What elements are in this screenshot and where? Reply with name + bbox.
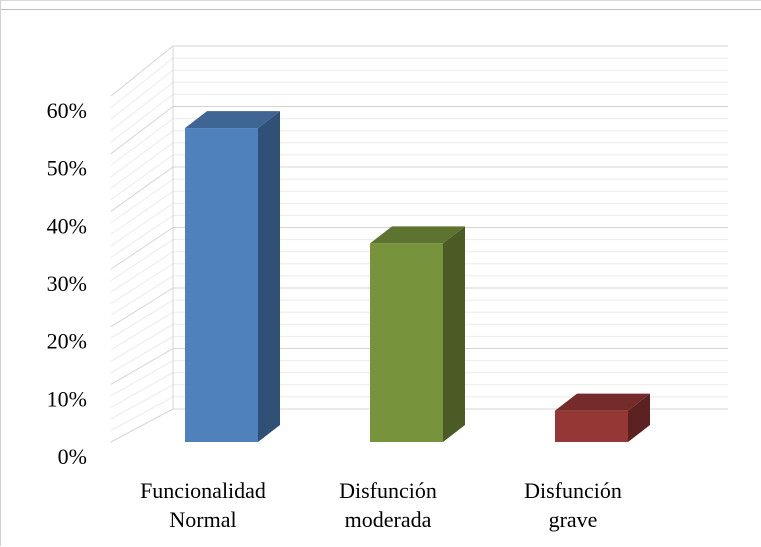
gridline-side (110, 311, 174, 351)
bar-top (185, 111, 280, 129)
gridline-side (110, 69, 174, 120)
x-category-label: Funcionalidad Normal (140, 478, 266, 532)
gridline-side (110, 396, 174, 431)
gridline-side (110, 275, 174, 316)
gridline-side (110, 202, 174, 247)
y-tick-label: 50% (47, 156, 87, 181)
gridline-side (110, 130, 174, 178)
gridline-side (110, 142, 174, 189)
gridline-side (110, 323, 174, 362)
gridline-side (110, 190, 174, 235)
bar-3 (555, 393, 650, 442)
gridline-side (110, 118, 174, 166)
bar-side (628, 393, 650, 442)
y-axis-ticks: 0% 10% 20% 30% 40% 50% 60% (47, 98, 87, 469)
gridline-side (110, 239, 174, 281)
y-tick-label: 40% (47, 213, 87, 238)
y-tick-label: 60% (47, 98, 87, 123)
bar-front (370, 243, 443, 442)
gridline-side (110, 227, 174, 270)
bar-top (370, 226, 465, 244)
gridline-side (110, 384, 174, 420)
bar-front (555, 410, 628, 442)
bar-1 (185, 111, 280, 443)
gridline-side (110, 335, 174, 374)
bar-2 (370, 226, 465, 442)
gridline-side (110, 154, 174, 201)
gridline-side (110, 178, 174, 224)
bars (185, 111, 650, 443)
gridline-side (110, 166, 174, 212)
y-tick-label: 0% (58, 444, 87, 469)
gridline-side (110, 214, 174, 258)
gridline-side (110, 360, 174, 397)
gridline-side (110, 372, 174, 408)
x-category-label: Disfunción grave (524, 478, 622, 532)
gridline-side (110, 45, 174, 97)
gridline-side (110, 287, 174, 328)
gridline-side (110, 408, 174, 443)
y-tick-label: 10% (47, 386, 87, 411)
gridline-side (110, 106, 174, 155)
gridline-side (110, 263, 174, 305)
x-category-label: Disfunción moderada (339, 478, 437, 532)
gridline-side (110, 57, 174, 108)
gridline-side (110, 348, 174, 385)
side-wall (111, 46, 173, 442)
bar-front (185, 128, 258, 443)
bar-side (258, 111, 280, 443)
gridline-side (110, 251, 174, 293)
y-tick-label: 20% (47, 329, 87, 354)
x-axis-categories: Funcionalidad Normal Disfunción moderada Dis… (140, 478, 622, 532)
bar-top (555, 393, 650, 411)
cropped-title-strip (1, 1, 761, 10)
gridline-side (110, 299, 174, 339)
gridline-side (110, 81, 174, 131)
bar-side (443, 226, 465, 442)
gridline-side (110, 94, 174, 143)
y-tick-label: 30% (47, 271, 87, 296)
